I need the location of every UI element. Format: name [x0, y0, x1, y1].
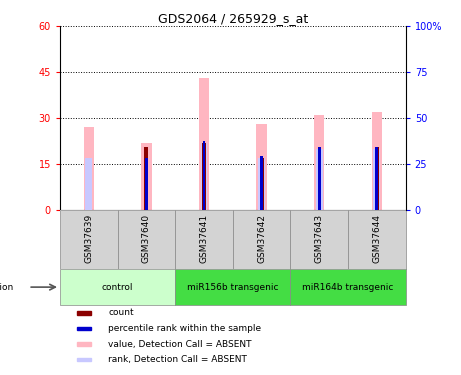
Bar [144, 147, 148, 210]
Bar [60, 210, 118, 269]
Bar [201, 142, 207, 210]
Text: rank, Detection Call = ABSENT: rank, Detection Call = ABSENT [108, 355, 247, 364]
Text: GSM37641: GSM37641 [200, 214, 208, 263]
Bar [260, 156, 263, 210]
Bar [77, 311, 90, 315]
Bar [175, 210, 233, 269]
Bar [260, 158, 264, 210]
Bar [60, 269, 175, 305]
Bar [258, 158, 265, 210]
Text: GSM37642: GSM37642 [257, 214, 266, 263]
Bar [375, 147, 378, 210]
Text: GSM37640: GSM37640 [142, 214, 151, 263]
Text: miR164b transgenic: miR164b transgenic [302, 283, 394, 292]
Text: GSM37644: GSM37644 [372, 214, 381, 263]
Bar [85, 158, 92, 210]
Bar [202, 141, 206, 210]
Bar [202, 142, 206, 210]
Text: genotype/variation: genotype/variation [0, 283, 14, 292]
Bar [199, 78, 209, 210]
Bar [118, 210, 175, 269]
Bar [316, 149, 323, 210]
Bar [373, 149, 380, 210]
Text: control: control [102, 283, 133, 292]
Bar [372, 112, 382, 210]
Bar [290, 269, 406, 305]
Text: GSM37643: GSM37643 [315, 214, 324, 263]
Bar [233, 210, 290, 269]
Bar [77, 342, 90, 346]
Bar [318, 147, 321, 210]
Title: GDS2064 / 265929_s_at: GDS2064 / 265929_s_at [158, 12, 308, 25]
Bar [256, 124, 267, 210]
Text: percentile rank within the sample: percentile rank within the sample [108, 324, 261, 333]
Bar [77, 358, 90, 362]
Text: count: count [108, 309, 134, 318]
Bar [348, 210, 406, 269]
Bar [83, 128, 94, 210]
Text: value, Detection Call = ABSENT: value, Detection Call = ABSENT [108, 340, 252, 349]
Bar [77, 327, 90, 330]
Bar [175, 269, 290, 305]
Bar [141, 142, 152, 210]
Bar [145, 158, 148, 210]
Bar [375, 147, 379, 210]
Bar [290, 210, 348, 269]
Text: miR156b transgenic: miR156b transgenic [187, 283, 278, 292]
Text: GSM37639: GSM37639 [84, 214, 93, 263]
Bar [314, 115, 325, 210]
